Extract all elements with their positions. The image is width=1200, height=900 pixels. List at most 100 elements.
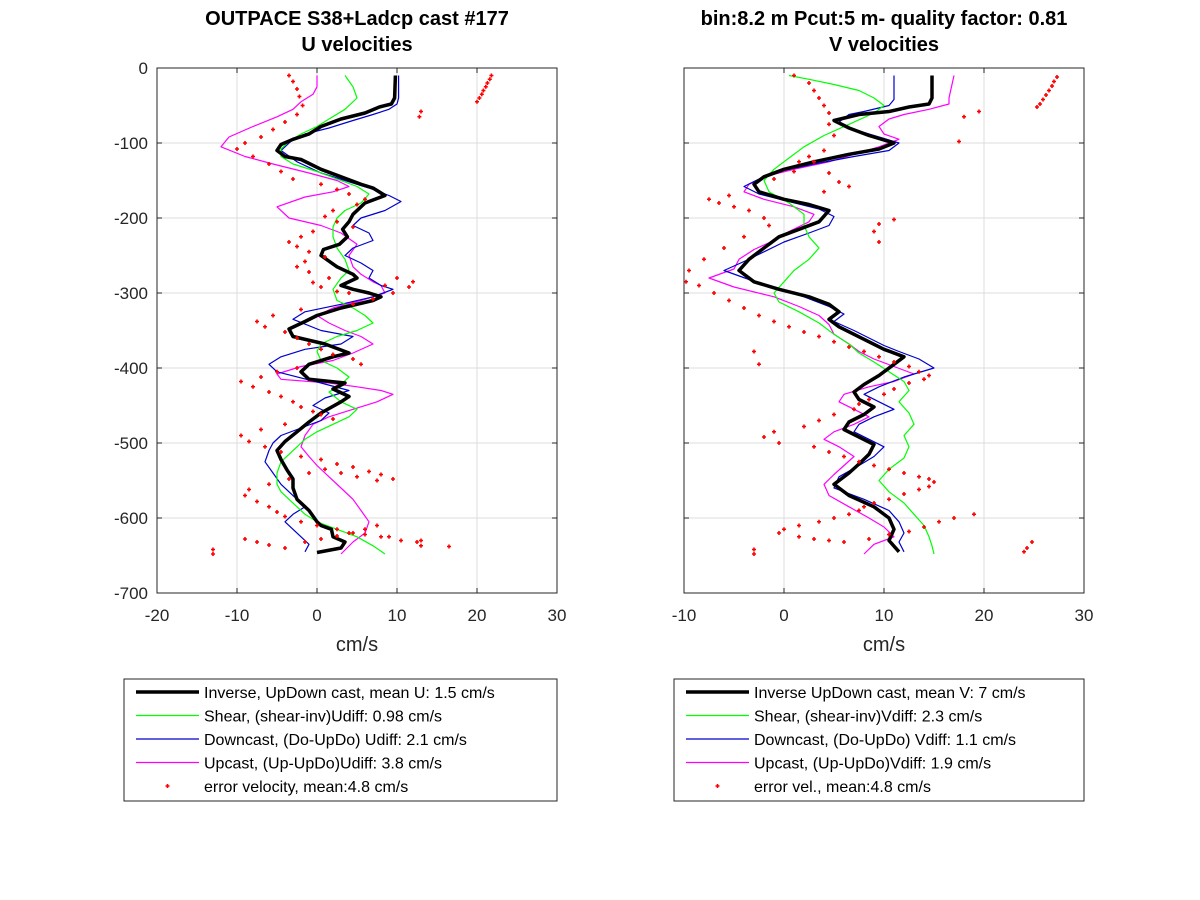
error-velocity-point [251, 154, 255, 159]
error-velocity-point [307, 249, 311, 254]
error-velocity-point [307, 270, 311, 274]
error-velocity-point [259, 427, 263, 432]
series-line-1 [276, 75, 386, 555]
error-velocity-point [331, 208, 335, 213]
error-velocity-point [383, 283, 387, 288]
error-velocity-point [291, 177, 295, 181]
legend-label: Upcast, (Up-UpDo)Udiff: 3.8 cm/s [204, 756, 442, 773]
error-velocity-point [797, 159, 801, 164]
error-velocity-point [271, 313, 275, 318]
error-velocity-point [489, 73, 494, 78]
error-velocity-point [782, 527, 786, 532]
error-velocity-point [872, 463, 876, 468]
error-velocity-point [827, 111, 831, 115]
error-velocity-point [887, 532, 891, 537]
error-velocity-point [927, 373, 931, 378]
error-velocity-point [717, 201, 721, 205]
series-line-0 [737, 75, 934, 553]
error-velocity-point [817, 96, 821, 100]
error-velocity-point [827, 450, 831, 454]
error-velocity-point [787, 324, 791, 329]
error-velocity-point [283, 120, 287, 124]
error-velocity-point [479, 92, 484, 97]
error-velocity-point [291, 399, 295, 404]
error-velocity-point [303, 259, 307, 264]
error-velocity-point [335, 534, 339, 538]
error-velocity-point [727, 298, 731, 303]
error-velocity-point [832, 412, 836, 417]
y-tick-label: -100 [114, 134, 148, 153]
error-velocity-point [279, 169, 283, 174]
error-velocity-point [351, 302, 355, 307]
error-velocity-point [279, 450, 283, 454]
error-velocity-point [877, 222, 881, 226]
error-velocity-point [907, 364, 911, 369]
error-velocity-point [485, 81, 490, 85]
axes-frame [683, 67, 1085, 594]
error-velocity-point [822, 189, 826, 194]
chart-title-line: OUTPACE S38+Ladcp cast #177 [205, 8, 509, 30]
error-velocity-point [379, 534, 383, 539]
error-velocity-point [812, 537, 816, 541]
error-velocity-point [255, 499, 259, 504]
error-velocity-point [827, 122, 831, 127]
error-velocity-point [707, 197, 711, 202]
error-velocity-point [907, 529, 911, 534]
axes-frame [156, 67, 558, 594]
error-velocity-point [299, 519, 303, 524]
error-velocity-point [862, 349, 866, 354]
error-velocity-point [275, 369, 279, 374]
error-velocity-point [275, 510, 279, 514]
legend-marker [165, 784, 170, 788]
legend-label: Shear, (shear-inv)Udiff: 0.98 cm/s [204, 709, 442, 726]
error-velocity-point [267, 504, 271, 509]
error-velocity-point [1047, 88, 1051, 93]
error-velocity-point [877, 354, 881, 359]
error-velocity-point [957, 139, 961, 144]
error-velocity-point [419, 538, 423, 543]
error-velocity-point [847, 345, 851, 349]
error-velocity-point [962, 114, 966, 119]
x-tick-label: -10 [225, 606, 250, 625]
error-velocity-point [299, 454, 303, 459]
error-velocity-point [917, 474, 921, 479]
error-velocity-point [892, 387, 896, 391]
x-tick-label: -10 [672, 606, 697, 625]
legend-label: error vel., mean:4.8 cm/s [754, 779, 931, 796]
legend-u: Inverse, UpDown cast, mean U: 1.5 cm/s Sh… [123, 678, 558, 802]
error-velocity-point [267, 482, 271, 487]
error-velocity-point [857, 402, 861, 406]
error-velocity-point [832, 516, 836, 520]
error-velocity-point [917, 487, 921, 492]
y-tick-label: -600 [114, 509, 148, 528]
error-velocity-point [812, 444, 816, 449]
error-velocity-point [211, 547, 215, 552]
error-velocity-point [487, 77, 492, 82]
legend-label: Inverse UpDown cast, mean V: 7 cm/s [754, 685, 1026, 702]
error-velocity-point [807, 81, 811, 85]
error-velocity-point [927, 484, 931, 489]
error-velocity-point [832, 339, 836, 344]
error-velocity-point [395, 276, 399, 280]
error-velocity-point [802, 330, 806, 334]
error-velocity-point [922, 525, 926, 529]
error-velocity-point [862, 504, 866, 509]
error-velocity-point [319, 457, 323, 462]
error-velocity-point [335, 462, 339, 466]
error-velocity-point [927, 477, 931, 481]
error-velocity-point [311, 409, 315, 414]
error-velocity-point [902, 471, 906, 475]
error-velocity-point [351, 225, 355, 229]
error-velocity-point [367, 469, 371, 474]
error-velocity-point [827, 171, 831, 175]
error-velocity-point [832, 133, 836, 138]
error-velocity-point [267, 390, 271, 394]
error-velocity-point [847, 184, 851, 189]
error-velocity-point [267, 162, 271, 166]
error-velocity-point [747, 208, 751, 213]
error-velocity-point [702, 257, 706, 262]
error-velocity-point [772, 429, 776, 434]
legend-label: Shear, (shear-inv)Vdiff: 2.3 cm/s [754, 709, 982, 726]
error-velocity-point [311, 229, 315, 234]
